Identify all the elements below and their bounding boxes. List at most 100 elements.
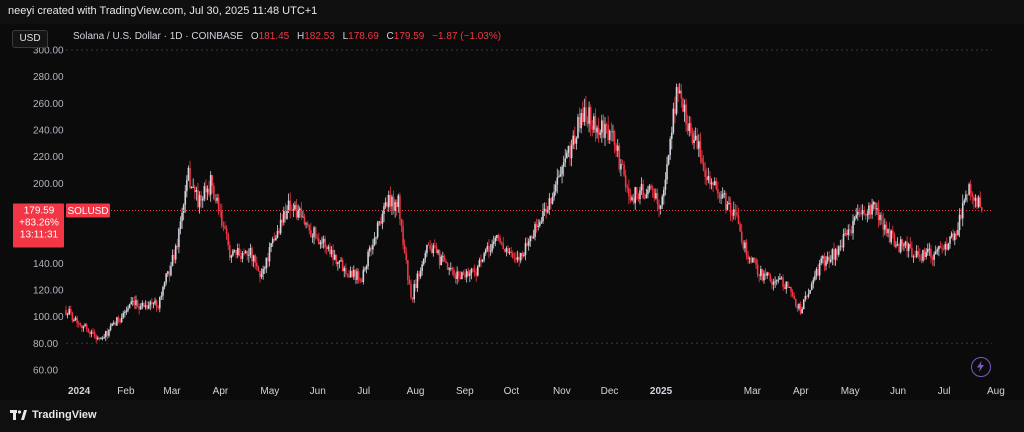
top-credit-bar: neeyi created with TradingView.com, Jul … — [0, 0, 1024, 24]
candle-body — [276, 230, 279, 238]
candle-body — [112, 322, 115, 324]
lightning-bolt-icon[interactable] — [971, 357, 991, 377]
candle-body — [68, 309, 70, 315]
candlestick-chart[interactable]: 60.0080.00100.00120.00140.00160.00200.00… — [0, 24, 1024, 400]
candle-body — [81, 325, 83, 329]
candle-body — [131, 300, 134, 302]
candle-body — [313, 227, 315, 237]
candle-body — [410, 284, 412, 298]
candle-body — [330, 249, 333, 255]
candle-body — [524, 243, 527, 255]
candle-body — [139, 306, 142, 310]
candle-body — [438, 250, 441, 266]
candle-body — [87, 328, 90, 333]
candle-body — [157, 307, 160, 309]
candle-body — [149, 301, 152, 306]
candle-body — [777, 279, 780, 281]
candle-body — [779, 277, 781, 280]
candle-body — [534, 224, 536, 237]
high-value: 182.53 — [304, 31, 335, 42]
candle-body — [244, 251, 247, 253]
candle-body — [879, 214, 881, 221]
x-tick-label: 2025 — [650, 386, 673, 397]
candle-body — [279, 219, 282, 234]
candle-body — [174, 245, 177, 260]
candle-body — [449, 268, 452, 269]
candle-body — [275, 237, 277, 241]
candle-body — [383, 206, 385, 214]
candle-body — [919, 254, 921, 257]
y-tick-label: 60.00 — [33, 365, 58, 376]
candle-body — [925, 252, 927, 258]
candle-body — [421, 264, 423, 271]
candle-body — [914, 256, 916, 258]
candle-body — [612, 131, 614, 133]
candle-body — [284, 210, 287, 219]
candle-body — [645, 194, 648, 199]
candle-body — [659, 205, 662, 209]
candle-body — [260, 273, 263, 278]
candle-body — [852, 220, 854, 234]
x-tick-label: Nov — [553, 386, 571, 397]
candle-body — [553, 191, 555, 198]
candle-body — [907, 243, 910, 252]
candle-body — [685, 104, 687, 125]
candle-body — [168, 271, 171, 276]
currency-button[interactable]: USD — [12, 30, 48, 48]
candle-body — [550, 198, 552, 204]
candle-body — [154, 300, 156, 304]
candle-body — [747, 255, 749, 259]
candle-body — [399, 195, 401, 219]
candle-body — [758, 274, 761, 277]
candle-body — [661, 196, 664, 206]
candle-body — [620, 164, 622, 170]
candle-body — [965, 194, 967, 201]
candle-body — [593, 116, 595, 130]
candle-body — [211, 175, 214, 186]
candle-body — [349, 270, 352, 278]
candle-body — [815, 268, 818, 276]
candle-body — [888, 229, 891, 243]
candle-body — [488, 246, 490, 252]
candle-body — [760, 269, 762, 277]
candle-body — [141, 302, 144, 307]
candle-body — [127, 308, 129, 311]
candle-body — [791, 291, 794, 297]
candle-body — [278, 230, 280, 234]
candle-body — [504, 248, 506, 252]
candle-body — [767, 272, 770, 276]
candle-body — [257, 266, 260, 271]
candle-body — [165, 273, 167, 283]
x-tick-label: Mar — [744, 386, 762, 397]
candle-body — [496, 235, 498, 238]
candle-body — [575, 138, 578, 144]
candle-body — [368, 247, 371, 252]
bottom-brand-bar: TradingView — [0, 400, 1024, 432]
candle-body — [236, 248, 239, 255]
open-value: 181.45 — [258, 31, 290, 42]
candle-body — [602, 120, 605, 138]
candle-body — [963, 200, 966, 203]
candle-body — [872, 202, 875, 205]
candle-body — [418, 273, 420, 277]
candle-body — [558, 176, 560, 178]
candle-body — [445, 261, 447, 264]
candle-body — [974, 198, 977, 201]
candle-body — [656, 193, 659, 205]
candle-body — [370, 247, 373, 250]
candle-body — [163, 282, 166, 288]
tradingview-brand[interactable]: TradingView — [10, 409, 97, 421]
candle-body — [116, 317, 118, 326]
chart-area[interactable]: 60.0080.00100.00120.00140.00160.00200.00… — [0, 24, 1024, 400]
candle-body — [298, 208, 301, 210]
candle-body — [844, 233, 846, 235]
candle-body — [206, 188, 209, 193]
candle-body — [351, 270, 353, 277]
candle-body — [715, 181, 718, 190]
candle-body — [658, 204, 660, 209]
candle-body — [556, 177, 559, 185]
x-tick-label: Mar — [163, 386, 181, 397]
candle-body — [79, 323, 82, 326]
candle-body — [691, 133, 694, 144]
brand-label: TradingView — [32, 409, 97, 421]
